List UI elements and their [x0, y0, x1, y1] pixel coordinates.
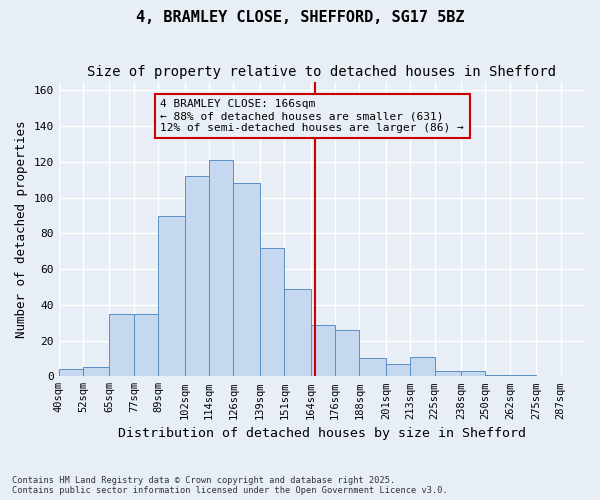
Bar	[158, 216, 185, 376]
Title: Size of property relative to detached houses in Shefford: Size of property relative to detached ho…	[88, 65, 556, 79]
Bar	[434, 371, 461, 376]
Bar	[386, 364, 410, 376]
Text: 4, BRAMLEY CLOSE, SHEFFORD, SG17 5BZ: 4, BRAMLEY CLOSE, SHEFFORD, SG17 5BZ	[136, 10, 464, 25]
X-axis label: Distribution of detached houses by size in Shefford: Distribution of detached houses by size …	[118, 427, 526, 440]
Bar	[59, 369, 83, 376]
Bar	[260, 248, 284, 376]
Bar	[284, 289, 311, 376]
Text: Contains HM Land Registry data © Crown copyright and database right 2025.
Contai: Contains HM Land Registry data © Crown c…	[12, 476, 448, 495]
Bar	[311, 324, 335, 376]
Bar	[233, 184, 260, 376]
Bar	[185, 176, 209, 376]
Bar	[335, 330, 359, 376]
Bar	[209, 160, 233, 376]
Bar	[510, 374, 536, 376]
Bar	[109, 314, 134, 376]
Bar	[485, 374, 510, 376]
Bar	[359, 358, 386, 376]
Text: 4 BRAMLEY CLOSE: 166sqm
← 88% of detached houses are smaller (631)
12% of semi-d: 4 BRAMLEY CLOSE: 166sqm ← 88% of detache…	[160, 100, 464, 132]
Bar	[134, 314, 158, 376]
Y-axis label: Number of detached properties: Number of detached properties	[15, 120, 28, 338]
Bar	[461, 371, 485, 376]
Bar	[83, 368, 109, 376]
Bar	[410, 356, 434, 376]
